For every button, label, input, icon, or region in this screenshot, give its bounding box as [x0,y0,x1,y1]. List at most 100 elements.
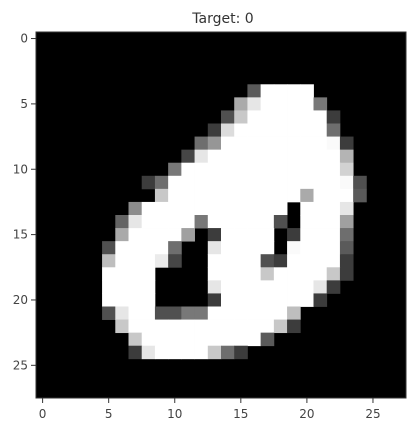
pixel-cell [168,228,182,242]
pixel-cell [168,254,182,268]
pixel-cell [128,215,143,229]
pixel-cell [260,84,275,98]
pixel-cell [247,97,262,111]
pixel-cell [300,188,314,203]
pixel-cell [287,319,301,334]
pixel-cell [313,162,328,177]
pixel-cell [128,293,143,307]
pixel-cell [247,84,262,98]
pixel-cell [221,345,235,360]
pixel-cell [207,280,222,294]
pixel-cell [247,332,262,347]
pixel-cell [234,319,248,334]
pixel-cell [221,188,235,203]
pixel-cell [128,306,143,320]
pixel-cell [154,215,169,229]
pixel-cell [221,280,235,294]
pixel-cell [221,201,235,216]
pixel-cell [234,215,248,229]
pixel-cell [260,228,275,242]
pixel-cell [287,84,301,98]
pixel-cell [326,136,341,151]
chart-title: Target: 0 [191,11,253,27]
pixel-cell [102,293,116,307]
pixel-cell [313,136,328,151]
pixel-cell [115,280,129,294]
pixel-cell [273,306,288,320]
pixel-cell [247,241,262,255]
pixel-cell [287,241,301,255]
pixel-cell [141,319,156,334]
pixel-cell [273,215,288,229]
pixel-cell [221,149,235,164]
pixel-cell [260,280,275,294]
pixel-cell [234,306,248,320]
pixel-cell [128,332,143,347]
pixel-cell [260,293,275,307]
pixel-cell [234,332,248,347]
pixel-cell [141,280,156,294]
pixel-cell [273,188,288,203]
pixel-cell [313,149,328,164]
pixel-cell [273,267,288,281]
pixel-cell [141,228,156,242]
pixel-cell [194,136,209,151]
pixel-cell [115,254,129,268]
pixel-cell [287,293,301,307]
pixel-cell [168,175,182,190]
y-tick-label: 20 [13,293,28,307]
pixel-cell [207,345,222,360]
pixel-cell [247,306,262,320]
pixel-cell [260,188,275,203]
pixel-cell [115,228,129,242]
pixel-cell [168,201,182,216]
pixel-cell [326,280,341,294]
pixel-cell [102,306,116,320]
pixel-cell [154,345,169,360]
pixel-cell [300,267,314,281]
pixel-cell [313,188,328,203]
pixel-cell [221,123,235,137]
pixel-cell [168,241,182,255]
pixel-cell [273,254,288,268]
x-tick-label: 20 [299,407,314,421]
pixel-cell [234,136,248,151]
pixel-cell [273,136,288,151]
pixel-cell [207,319,222,334]
pixel-cell [300,215,314,229]
pixel-cell [287,123,301,137]
x-tick-label: 0 [39,407,47,421]
pixel-cell [168,332,182,347]
pixel-cell [247,254,262,268]
pixel-cell [313,175,328,190]
pixel-cell [154,175,169,190]
pixel-cell [287,149,301,164]
pixel-cell [207,332,222,347]
pixel-cell [300,136,314,151]
pixel-cell [300,149,314,164]
pixel-cell [168,188,182,203]
pixel-cell [260,97,275,111]
pixel-cell [273,280,288,294]
pixel-cell [300,175,314,190]
pixel-cell [260,215,275,229]
pixel-cell [168,345,182,360]
x-tick-label: 5 [105,407,113,421]
y-tick-label: 10 [13,162,28,176]
pixel-cell [154,254,169,268]
pixel-cell [273,149,288,164]
pixel-cell [221,175,235,190]
pixel-grid [36,32,406,398]
pixel-cell [207,254,222,268]
pixel-cell [102,280,116,294]
pixel-cell [194,332,209,347]
pixel-cell [141,332,156,347]
pixel-cell [181,345,195,360]
pixel-cell [207,306,222,320]
pixel-cell [339,136,354,151]
pixel-cell [168,319,182,334]
pixel-cell [141,306,156,320]
pixel-cell [273,97,288,111]
pixel-cell [221,241,235,255]
